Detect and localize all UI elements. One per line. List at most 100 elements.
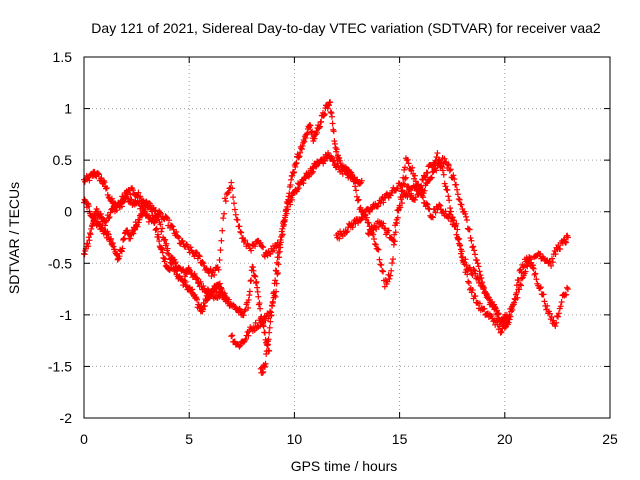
data-point [422, 174, 429, 181]
data-point [221, 210, 228, 217]
data-point [537, 284, 544, 291]
data-point [374, 203, 381, 210]
data-point [270, 290, 277, 297]
data-point [310, 168, 317, 175]
data-point [268, 312, 275, 319]
data-point [375, 246, 382, 253]
data-point [151, 218, 158, 225]
data-point [134, 223, 141, 230]
data-point [217, 247, 224, 254]
data-point [444, 161, 451, 168]
data-point [303, 131, 310, 138]
data-point [271, 280, 278, 287]
data-point [522, 268, 529, 275]
data-point [217, 285, 224, 292]
data-point [393, 220, 400, 227]
data-point [316, 123, 323, 130]
data-point [490, 302, 497, 309]
data-point [215, 266, 222, 273]
data-point [387, 272, 394, 279]
data-point [160, 255, 167, 262]
data-point [113, 250, 120, 257]
data-point [391, 231, 398, 238]
data-point [552, 323, 559, 330]
y-tick-label: -0.5 [48, 255, 72, 271]
data-point [234, 216, 241, 223]
data-point [455, 195, 462, 202]
data-point [257, 365, 264, 372]
data-point [246, 292, 253, 299]
data-point [425, 205, 432, 212]
data-point [196, 253, 203, 260]
data-point [231, 206, 238, 213]
data-point [454, 191, 461, 198]
data-point [220, 215, 227, 222]
data-point [87, 231, 94, 238]
data-point [433, 154, 440, 161]
data-point [564, 284, 571, 291]
data-point [169, 259, 176, 266]
data-point [485, 294, 492, 301]
data-point [467, 235, 474, 242]
data-point [318, 118, 325, 125]
data-point [245, 332, 252, 339]
data-point [398, 188, 405, 195]
data-point [330, 128, 337, 135]
data-point [105, 230, 112, 237]
data-point [201, 302, 208, 309]
data-point [548, 255, 555, 262]
data-point [349, 224, 356, 231]
data-point [378, 261, 385, 268]
data-point [463, 217, 470, 224]
data-point [456, 235, 463, 242]
data-point [334, 160, 341, 167]
data-point [88, 223, 95, 230]
data-point [103, 185, 110, 192]
data-point [90, 217, 97, 224]
data-point [362, 211, 369, 218]
y-tick-label: 0.5 [53, 152, 73, 168]
y-tick-label: -2 [60, 410, 73, 426]
data-point [274, 254, 281, 261]
data-point [293, 159, 300, 166]
data-point [444, 187, 451, 194]
data-point [120, 235, 127, 242]
data-point [100, 177, 107, 184]
data-point [273, 267, 280, 274]
data-point [193, 274, 200, 281]
data-point [302, 135, 309, 142]
data-point [363, 214, 370, 221]
data-point [158, 228, 165, 235]
data-point [187, 244, 194, 251]
data-point [514, 294, 521, 301]
data-point [279, 225, 286, 232]
data-point [257, 305, 264, 312]
data-point [284, 206, 291, 213]
data-point [541, 298, 548, 305]
data-point [261, 253, 268, 260]
data-point [325, 102, 332, 109]
data-point [201, 285, 208, 292]
data-point [292, 163, 299, 170]
data-point [200, 306, 207, 313]
data-point [229, 185, 236, 192]
data-point [247, 278, 254, 285]
data-point [136, 216, 143, 223]
data-point [209, 289, 216, 296]
data-point [336, 154, 343, 161]
data-point [232, 211, 239, 218]
data-point [267, 318, 274, 325]
data-point [270, 247, 277, 254]
data-point [380, 220, 387, 227]
data-point [336, 235, 343, 242]
data-point [228, 333, 235, 340]
data-point [409, 164, 416, 171]
data-point [191, 270, 198, 277]
data-point [428, 174, 435, 181]
data-point [527, 254, 534, 261]
data-point [308, 129, 315, 136]
data-point [289, 172, 296, 179]
data-point [331, 157, 338, 164]
data-point [307, 122, 314, 129]
